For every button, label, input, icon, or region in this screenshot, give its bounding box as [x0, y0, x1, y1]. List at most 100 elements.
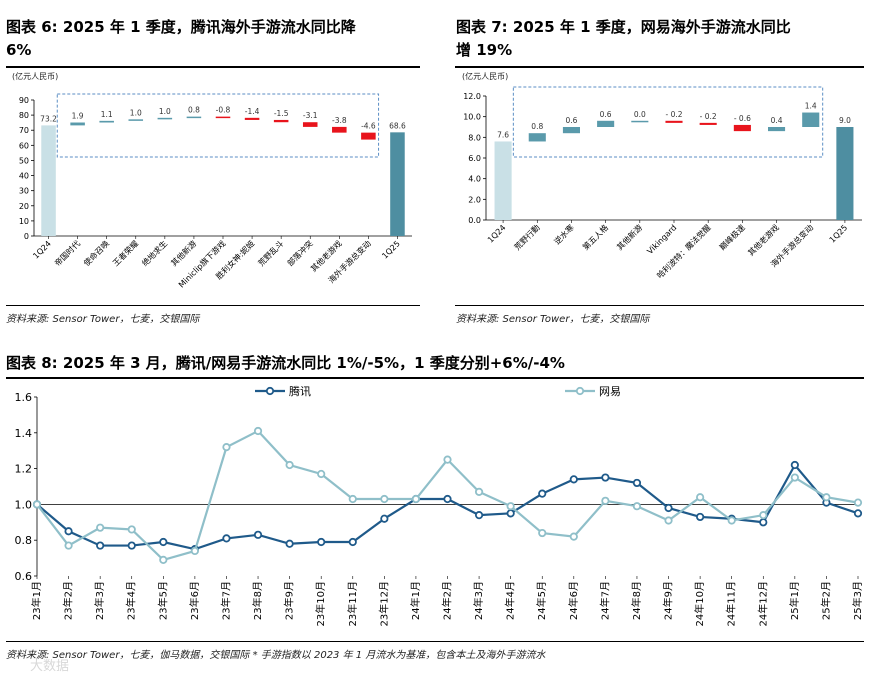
x-tick-label: 24年9月 [662, 581, 675, 620]
waterfall-bar [70, 122, 85, 126]
waterfall-bar [562, 127, 580, 134]
bar-value-label: - 0.2 [665, 110, 682, 119]
data-point [664, 516, 673, 525]
watermark: 大数据 [30, 659, 70, 674]
waterfall-bar [733, 124, 751, 132]
x-category-label: 绝地求生 [140, 238, 170, 268]
x-category-label: 巅峰极速 [717, 222, 747, 252]
x-tick-label: 24年1月 [409, 581, 422, 620]
panel-7-unit-label: (亿元人民币) [462, 72, 509, 81]
data-point [159, 537, 168, 547]
data-point [222, 443, 231, 452]
waterfall-bar [361, 132, 376, 140]
x-tick-label: 24年6月 [567, 581, 580, 620]
bar-value-label: 9.0 [839, 116, 851, 125]
waterfall-bar [836, 127, 854, 220]
x-tick-label: 23年3月 [93, 581, 106, 620]
x-category-label: 其他新游 [169, 238, 199, 268]
panel-7-title: 图表 7: 2025 年 1 季度，网易海外手游流水同比 增 19% [456, 16, 866, 62]
waterfall-bar [157, 117, 173, 120]
legend-marker [575, 386, 585, 396]
waterfall-bar [215, 116, 231, 119]
y-tick-label: 0.0 [468, 216, 481, 225]
panel-6-source-rule [6, 305, 420, 306]
waterfall-bar [41, 125, 56, 236]
x-category-label: 其他老游戏 [746, 222, 781, 257]
data-point [96, 541, 105, 550]
x-tick-label: 23年1月 [30, 581, 43, 620]
x-tick-label: 23年10月 [314, 581, 327, 626]
panel-6-title-rule [6, 66, 420, 68]
data-point [664, 503, 673, 513]
data-point [759, 518, 768, 527]
x-category-label: 1Q25 [828, 223, 850, 245]
bar-value-label: 73.2 [40, 114, 57, 123]
y-tick-label: 4.0 [468, 175, 481, 184]
y-tick-label: 20 [19, 202, 29, 211]
panel-6-title: 图表 6: 2025 年 1 季度，腾讯海外手游流水同比降 6% [6, 16, 436, 62]
data-point [222, 534, 231, 543]
panel-8-title-rule [6, 377, 864, 379]
bar-value-label: 0.8 [531, 122, 543, 131]
data-point [64, 527, 73, 536]
x-tick-label: 24年8月 [630, 581, 643, 620]
x-category-label: 帝国时代 [52, 238, 82, 268]
x-category-label: Vikingard [645, 223, 678, 256]
data-point [253, 426, 263, 436]
data-point [190, 546, 199, 556]
bar-value-label: 1.4 [805, 102, 817, 111]
legend-label: 网易 [599, 385, 621, 398]
data-point [474, 511, 484, 520]
x-category-label: 1Q24 [486, 223, 508, 245]
x-tick-label: 25年3月 [851, 581, 864, 620]
data-point [64, 541, 73, 550]
panel-6-unit-label: (亿元人民币) [12, 72, 59, 81]
data-point [443, 455, 452, 464]
waterfall-bar [99, 120, 114, 123]
series-line-tencent [36, 463, 859, 551]
x-tick-label: 23年4月 [125, 581, 138, 620]
data-point [601, 473, 610, 482]
x-category-label: 部落冲突 [285, 238, 315, 268]
y-tick-label: 1.4 [15, 427, 33, 440]
x-tick-label: 24年5月 [535, 581, 548, 620]
data-point [380, 494, 389, 504]
legend-label: 腾讯 [289, 384, 311, 398]
x-category-label: 1Q25 [380, 239, 402, 261]
data-point [696, 493, 705, 502]
data-point [696, 512, 705, 522]
x-tick-label: 23年5月 [156, 581, 169, 620]
x-tick-label: 23年2月 [62, 581, 75, 620]
bar-value-label: -4.6 [361, 122, 376, 131]
x-tick-label: 25年1月 [788, 581, 801, 620]
waterfall-bar [597, 120, 615, 127]
waterfall-bar [665, 120, 683, 123]
y-tick-label: 60 [19, 141, 29, 150]
data-point [506, 502, 515, 511]
data-point [285, 539, 294, 548]
panel-7-chart: 0.0 2.0 4.0 6.0 8.0 10.0 12.0 7.6 1Q24 0.8 荒野行動 0.6… [463, 86, 862, 280]
y-tick-label: 10 [19, 217, 29, 226]
x-category-label: 荒野行動 [512, 222, 542, 252]
panel-8-source: 资料来源: Sensor Tower，七麦，伽马数据，交银国际 * 手游指数以 … [6, 650, 546, 661]
y-tick-label: 0 [24, 232, 29, 241]
bar-value-label: - 0.2 [700, 112, 717, 121]
x-category-label: 使命召唤 [81, 238, 111, 268]
bar-value-label: 7.6 [497, 130, 509, 139]
data-point [317, 469, 326, 479]
waterfall-bar [128, 119, 144, 121]
data-point [601, 496, 610, 505]
data-point [411, 494, 421, 504]
x-category-label: 其他新游 [615, 222, 645, 252]
data-point [127, 541, 136, 550]
bar-value-label: - 0.6 [734, 114, 751, 123]
x-tick-label: 23年6月 [188, 581, 201, 620]
data-point [853, 498, 863, 507]
panel-7-title-line2: 增 19% [456, 41, 513, 59]
y-tick-label: 1.2 [15, 463, 33, 476]
panel-8-chart: 0.6 0.8 1.0 1.2 1.4 1.6 23年1月 23年2月 23年3月 23年4月 23… [15, 384, 865, 626]
panel-6-title-line2: 6% [6, 41, 32, 59]
data-point [443, 494, 452, 504]
data-point [506, 509, 515, 518]
x-category-label: 逆水寒 [552, 222, 576, 246]
